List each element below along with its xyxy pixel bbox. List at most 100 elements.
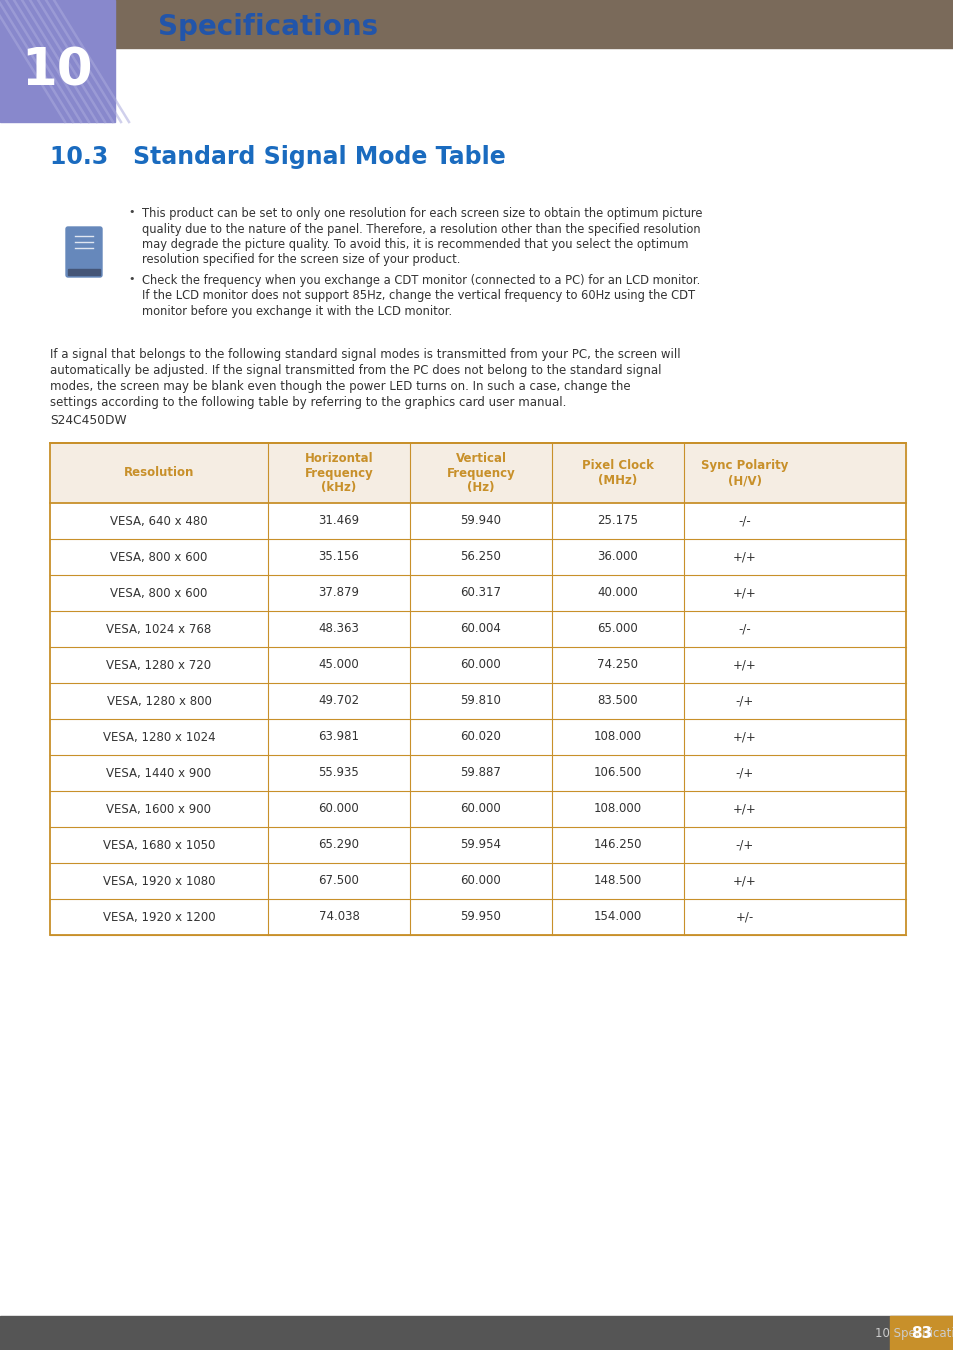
Text: +/+: +/+ [732,659,756,671]
Text: -/+: -/+ [735,767,753,779]
Bar [50,575,905,612]
Bar [50,720,905,755]
Text: If the LCD monitor does not support 85Hz, change the vertical frequency to 60Hz : If the LCD monitor does not support 85Hz… [142,289,695,302]
Bar [50,612,905,647]
Bar [0,0,115,122]
Text: +/+: +/+ [732,730,756,744]
FancyBboxPatch shape [66,227,102,277]
Text: quality due to the nature of the panel. Therefore, a resolution other than the s: quality due to the nature of the panel. … [142,223,700,235]
Text: VESA, 1280 x 720: VESA, 1280 x 720 [107,659,212,671]
Bar [50,863,905,899]
Text: 83: 83 [910,1326,932,1341]
Bar [0,1316,953,1350]
Text: 35.156: 35.156 [318,551,359,563]
Text: -/-: -/- [738,514,751,528]
Text: 49.702: 49.702 [318,694,359,707]
Text: Vertical
Frequency
(Hz): Vertical Frequency (Hz) [446,451,515,494]
Text: 37.879: 37.879 [318,586,359,599]
Text: 59.954: 59.954 [460,838,501,852]
Text: 60.000: 60.000 [460,659,501,671]
Text: 36.000: 36.000 [597,551,638,563]
Bar [50,647,905,683]
Text: +/-: +/- [735,910,753,923]
Text: modes, the screen may be blank even though the power LED turns on. In such a cas: modes, the screen may be blank even thou… [50,379,630,393]
Bar [50,755,905,791]
Text: •: • [129,274,135,284]
Text: settings according to the following table by referring to the graphics card user: settings according to the following tabl… [50,396,566,409]
Text: +/+: +/+ [732,875,756,887]
Bar [50,683,905,720]
Bar [50,791,905,828]
Bar [50,443,905,504]
Text: 59.887: 59.887 [460,767,501,779]
Text: S24C450DW: S24C450DW [50,414,127,427]
Text: VESA, 1920 x 1080: VESA, 1920 x 1080 [103,875,215,887]
Text: VESA, 1920 x 1200: VESA, 1920 x 1200 [103,910,215,923]
Text: 67.500: 67.500 [318,875,359,887]
Text: 56.250: 56.250 [460,551,501,563]
Bar [50,504,905,539]
Text: +/+: +/+ [732,586,756,599]
Text: VESA, 1440 x 900: VESA, 1440 x 900 [107,767,212,779]
Text: Specifications: Specifications [158,14,377,40]
Text: +/+: +/+ [732,551,756,563]
Text: VESA, 1680 x 1050: VESA, 1680 x 1050 [103,838,215,852]
Text: Resolution: Resolution [124,467,194,479]
Text: VESA, 640 x 480: VESA, 640 x 480 [111,514,208,528]
Text: may degrade the picture quality. To avoid this, it is recommended that you selec: may degrade the picture quality. To avoi… [142,238,688,251]
Bar [0,0,953,49]
Bar [50,828,905,863]
Text: 63.981: 63.981 [318,730,359,744]
Text: 60.000: 60.000 [460,875,501,887]
Text: VESA, 1024 x 768: VESA, 1024 x 768 [107,622,212,636]
Bar [50,443,905,936]
Text: VESA, 800 x 600: VESA, 800 x 600 [111,586,208,599]
Text: 60.317: 60.317 [460,586,501,599]
Text: 10.3   Standard Signal Mode Table: 10.3 Standard Signal Mode Table [50,144,505,169]
Text: 60.020: 60.020 [460,730,501,744]
Text: 65.000: 65.000 [597,622,638,636]
Bar [68,269,100,275]
Text: 40.000: 40.000 [597,586,638,599]
Text: -/-: -/- [738,622,751,636]
Text: 74.038: 74.038 [318,910,359,923]
Text: 108.000: 108.000 [594,730,641,744]
Text: If a signal that belongs to the following standard signal modes is transmitted f: If a signal that belongs to the followin… [50,348,679,360]
Text: resolution specified for the screen size of your product.: resolution specified for the screen size… [142,254,460,266]
Bar [889,1316,953,1350]
Text: VESA, 800 x 600: VESA, 800 x 600 [111,551,208,563]
Text: 10: 10 [21,47,92,97]
Bar [50,539,905,575]
Text: 45.000: 45.000 [318,659,359,671]
Text: +/+: +/+ [732,802,756,815]
Text: 48.363: 48.363 [318,622,359,636]
Text: This product can be set to only one resolution for each screen size to obtain th: This product can be set to only one reso… [142,207,701,220]
Text: 65.290: 65.290 [318,838,359,852]
Text: automatically be adjusted. If the signal transmitted from the PC does not belong: automatically be adjusted. If the signal… [50,364,660,377]
Text: Check the frequency when you exchange a CDT monitor (connected to a PC) for an L: Check the frequency when you exchange a … [142,274,700,288]
Text: 59.950: 59.950 [460,910,501,923]
Bar [50,899,905,936]
Text: Pixel Clock
(MHz): Pixel Clock (MHz) [581,459,653,487]
Text: 59.810: 59.810 [460,694,501,707]
Text: 25.175: 25.175 [597,514,638,528]
Text: 154.000: 154.000 [594,910,641,923]
Text: 10 Specifications: 10 Specifications [874,1327,953,1339]
Text: 55.935: 55.935 [318,767,359,779]
Text: VESA, 1600 x 900: VESA, 1600 x 900 [107,802,212,815]
Text: 60.004: 60.004 [460,622,501,636]
Text: Horizontal
Frequency
(kHz): Horizontal Frequency (kHz) [304,451,373,494]
Text: 74.250: 74.250 [597,659,638,671]
Text: monitor before you exchange it with the LCD monitor.: monitor before you exchange it with the … [142,305,452,319]
Text: 31.469: 31.469 [318,514,359,528]
Text: 148.500: 148.500 [594,875,641,887]
Text: 60.000: 60.000 [460,802,501,815]
Text: 59.940: 59.940 [460,514,501,528]
Text: 60.000: 60.000 [318,802,359,815]
Text: 108.000: 108.000 [594,802,641,815]
Text: -/+: -/+ [735,694,753,707]
Text: VESA, 1280 x 800: VESA, 1280 x 800 [107,694,212,707]
Text: •: • [129,207,135,217]
Text: VESA, 1280 x 1024: VESA, 1280 x 1024 [103,730,215,744]
Text: Sync Polarity
(H/V): Sync Polarity (H/V) [700,459,788,487]
